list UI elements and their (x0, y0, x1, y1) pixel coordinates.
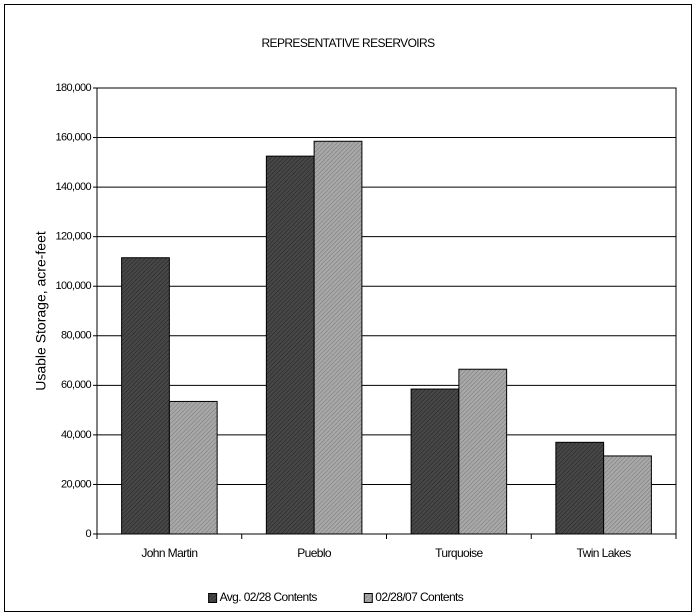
y-tick-label: 160,000 (55, 131, 91, 143)
y-tick-label: 100,000 (55, 280, 91, 292)
y-tick-label: 60,000 (61, 379, 92, 391)
x-tick-label: John Martin (141, 546, 197, 560)
bar (458, 368, 508, 535)
x-tick-label: Pueblo (297, 546, 332, 560)
legend-label: 02/28/07 Contents (375, 590, 463, 604)
bar (603, 455, 652, 535)
bar (121, 257, 170, 535)
y-tick-label: 80,000 (61, 330, 92, 342)
y-tick-label: 0 (85, 528, 91, 540)
legend-label: Avg. 02/28 Contents (220, 590, 318, 604)
chart-title: REPRESENTATIVE RESERVOIRS (261, 36, 435, 50)
bar (265, 155, 315, 535)
x-tick-label: Turquoise (435, 546, 483, 560)
bar (313, 140, 363, 535)
x-tick-label: Twin Lakes (577, 546, 632, 560)
bar (555, 441, 605, 535)
y-tick-label: 120,000 (55, 231, 91, 243)
y-tick-label: 20,000 (61, 478, 92, 490)
bar (410, 388, 460, 535)
y-tick-label: 40,000 (61, 429, 92, 441)
y-axis-label: Usable Storage, acre-feet (33, 231, 49, 391)
legend-swatch (208, 593, 218, 603)
y-tick-label: 180,000 (55, 82, 91, 94)
y-tick-label: 140,000 (55, 181, 91, 193)
legend-swatch (363, 593, 373, 603)
bar (168, 400, 218, 535)
